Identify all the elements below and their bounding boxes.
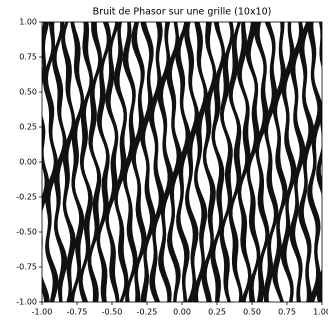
stripe — [175, 22, 191, 302]
stripe — [254, 22, 270, 302]
y-tick-label: 0.50 — [19, 88, 37, 97]
stripe — [42, 22, 50, 302]
stripe — [245, 22, 261, 302]
phasor-image — [42, 22, 322, 302]
stripe — [113, 22, 129, 302]
x-tick-label: -0.75 — [67, 308, 88, 317]
y-tick-label: -0.50 — [16, 228, 37, 237]
stripe — [96, 22, 112, 302]
stripe — [219, 22, 234, 302]
stripe — [316, 22, 322, 302]
stripe — [69, 22, 85, 302]
y-tick-label: -1.00 — [16, 298, 37, 307]
stripe — [201, 22, 217, 302]
stripe — [192, 22, 208, 302]
x-tick-label: 0.75 — [278, 308, 296, 317]
x-tick-label: 0.50 — [243, 308, 261, 317]
stripe — [52, 22, 68, 302]
stripe — [298, 22, 315, 302]
stripe — [307, 22, 322, 302]
y-tick-label: 0.75 — [19, 53, 37, 62]
x-tick-label: -0.50 — [102, 308, 123, 317]
x-tick-label: 0.25 — [208, 308, 226, 317]
stripe — [131, 22, 147, 302]
x-tick-label: 1.00 — [313, 308, 328, 317]
stripe — [263, 22, 279, 302]
stripe — [184, 22, 200, 302]
stripe — [166, 22, 183, 302]
y-tick-label: 1.00 — [19, 18, 37, 27]
stripe — [61, 22, 76, 302]
x-tick-label: -0.25 — [137, 308, 158, 317]
y-tick-label: 0.25 — [19, 123, 37, 132]
stripe — [210, 22, 226, 302]
y-tick-label: -0.25 — [16, 193, 37, 202]
y-tick-label: 0.00 — [19, 158, 37, 167]
stripe — [157, 22, 174, 302]
x-tick-label: 0.00 — [173, 308, 191, 317]
stripe — [78, 22, 93, 302]
stripe — [280, 22, 297, 302]
stripe — [140, 22, 156, 302]
y-tick-label: -0.75 — [16, 263, 37, 272]
stripe — [122, 22, 138, 302]
stripe — [289, 22, 306, 302]
stripe — [228, 22, 243, 302]
stripe — [148, 22, 165, 302]
stripe — [105, 22, 120, 302]
stripe — [43, 22, 59, 302]
chart-title: Bruit de Phasor sur une grille (10x10) — [93, 7, 272, 18]
stripe — [272, 22, 288, 302]
x-tick-label: -1.00 — [32, 308, 53, 317]
